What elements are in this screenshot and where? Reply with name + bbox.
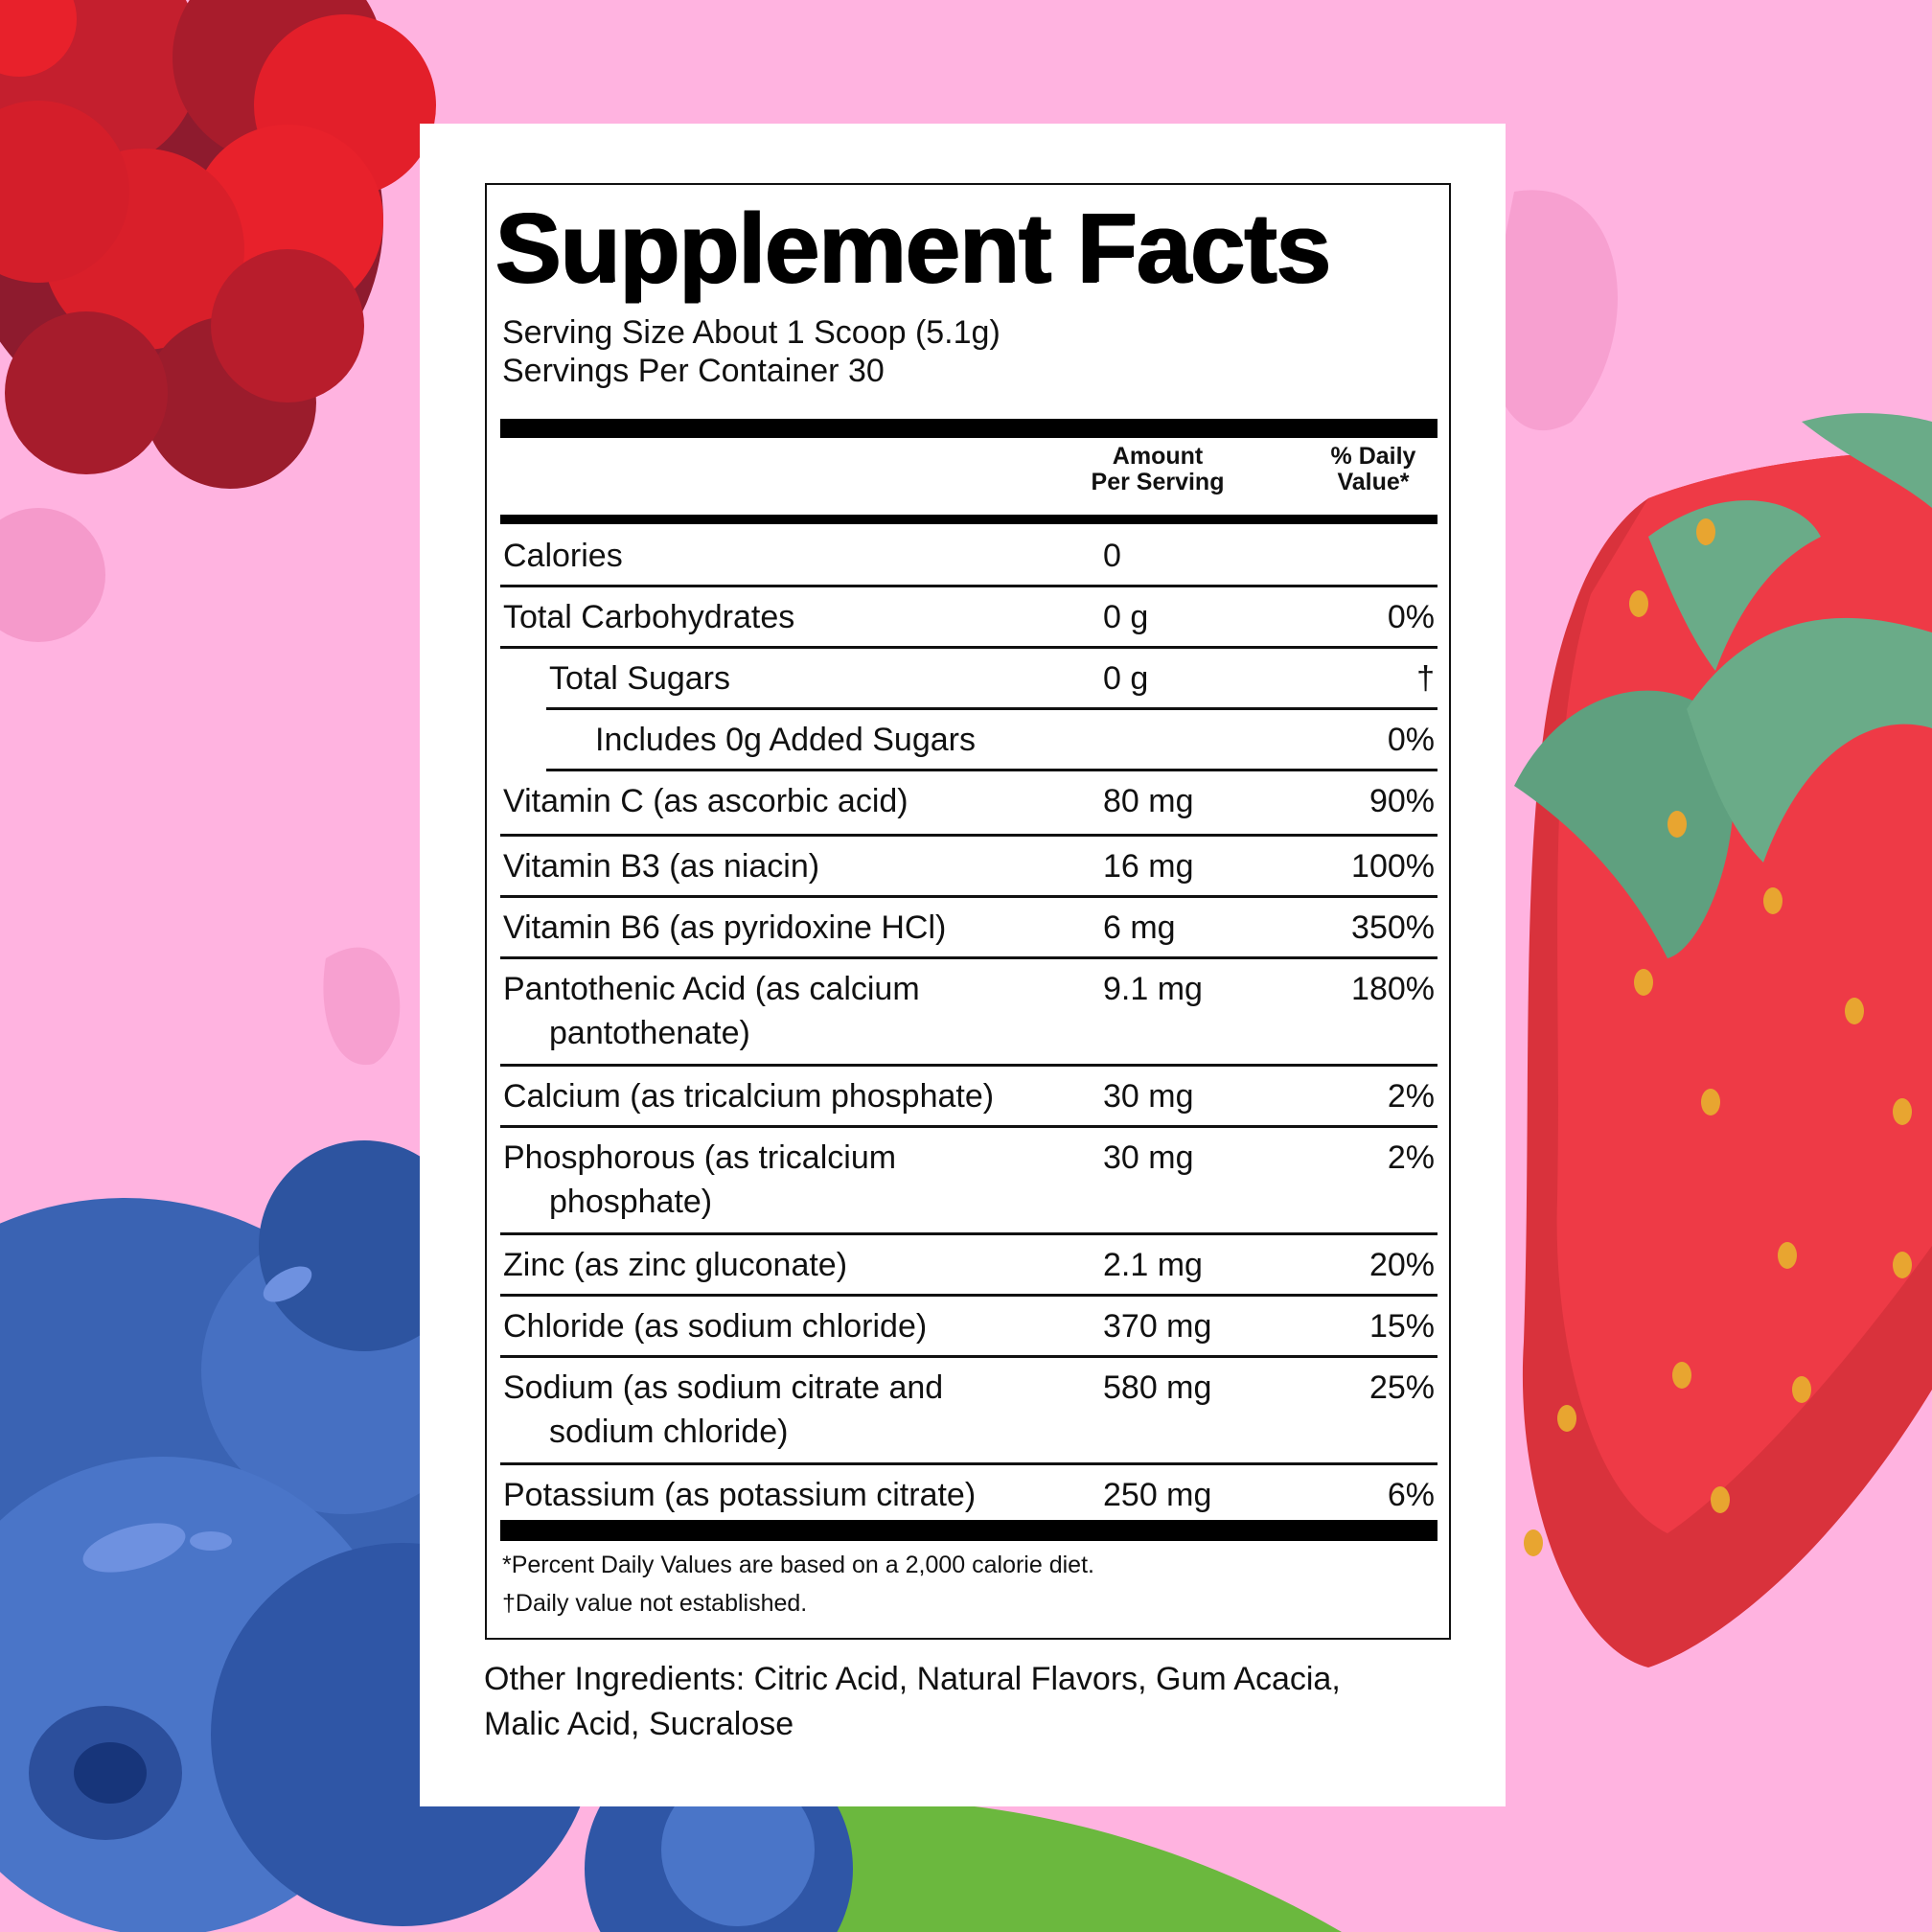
nutrient-name: Chloride (as sodium chloride) (503, 1308, 928, 1345)
nutrient-dv: † (1416, 660, 1435, 697)
nutrient-row-vitamin-c: Vitamin C (as ascorbic acid) 80 mg 90% (500, 771, 1438, 837)
nutrient-amount: 0 g (1103, 660, 1149, 697)
nutrient-amount: 250 mg (1103, 1477, 1212, 1513)
other-ingredients: Other Ingredients: Citric Acid, Natural … (484, 1661, 1341, 1742)
nutrient-dv: 90% (1368, 783, 1435, 819)
nutrient-row-total-carbohydrates: Total Carbohydrates 0 g 0% (500, 587, 1438, 649)
nutrient-dv: 0% (1387, 722, 1435, 758)
nutrient-row-calcium: Calcium (as tricalcium phosphate) 30 mg … (500, 1067, 1438, 1128)
nutrient-row-sodium: Sodium (as sodium citrate and sodium chl… (500, 1358, 1438, 1465)
nutrient-dv: 180% (1351, 971, 1435, 1007)
nutrient-name: Total Sugars (549, 660, 730, 697)
nutrient-table: Calories 0 Total Carbohydrates 0 g 0% To… (500, 526, 1438, 1523)
nutrient-row-vitamin-b3: Vitamin B3 (as niacin) 16 mg 100% (500, 837, 1438, 898)
nutrient-row-added-sugars: Includes 0g Added Sugars 0% (546, 710, 1438, 771)
nutrient-row-potassium: Potassium (as potassium citrate) 250 mg … (500, 1465, 1438, 1523)
leaf-illustration (767, 1800, 1342, 1932)
nutrient-name: Calcium (as tricalcium phosphate) (503, 1078, 995, 1115)
nutrient-amount: 0 g (1103, 599, 1149, 635)
nutrient-name: Includes 0g Added Sugars (595, 722, 976, 758)
nutrient-row-chloride: Chloride (as sodium chloride) 370 mg 15% (500, 1297, 1438, 1358)
nutrient-name: Phosphorous (as tricalcium phosphate) (503, 1139, 897, 1220)
nutrient-dv: 15% (1368, 1308, 1435, 1345)
nutrient-row-zinc: Zinc (as zinc gluconate) 2.1 mg 20% (500, 1235, 1438, 1297)
nutrient-amount: 30 mg (1103, 1078, 1194, 1115)
nutrient-amount: 16 mg (1103, 848, 1194, 885)
header-daily-value: % Daily Value* (1330, 443, 1416, 495)
thick-divider-top (500, 419, 1438, 438)
nutrient-amount: 9.1 mg (1103, 971, 1203, 1007)
nutrient-dv: 6% (1387, 1477, 1435, 1513)
panel-title: Supplement Facts (494, 193, 1330, 303)
nutrient-row-vitamin-b6: Vitamin B6 (as pyridoxine HCl) 6 mg 350% (500, 898, 1438, 959)
nutrient-name: Vitamin C (as ascorbic acid) (503, 783, 908, 819)
nutrient-name: Zinc (as zinc gluconate) (503, 1247, 848, 1283)
footnote-dagger: †Daily value not established. (502, 1590, 808, 1617)
nutrient-dv: 25% (1368, 1369, 1435, 1406)
nutrient-amount: 6 mg (1103, 909, 1176, 946)
nutrient-row-pantothenic-acid: Pantothenic Acid (as calcium pantothenat… (500, 959, 1438, 1067)
footnote-daily-values: *Percent Daily Values are based on a 2,0… (502, 1552, 1094, 1578)
nutrient-dv: 100% (1351, 848, 1435, 885)
thick-divider-header (500, 515, 1438, 524)
nutrient-amount: 0 (1103, 538, 1121, 574)
strawberry-illustration (1514, 413, 1932, 1668)
thick-divider-bottom (500, 1520, 1438, 1541)
nutrient-name: Vitamin B6 (as pyridoxine HCl) (503, 909, 947, 946)
servings-per-container: Servings Per Container 30 (502, 353, 885, 389)
nutrient-dv: 20% (1368, 1247, 1435, 1283)
nutrient-row-calories: Calories 0 (500, 526, 1438, 587)
nutrient-name: Pantothenic Acid (as calcium pantothenat… (503, 971, 920, 1051)
serving-info: Serving Size About 1 Scoop (5.1g) Servin… (502, 313, 1000, 390)
nutrient-dv: 2% (1387, 1139, 1435, 1176)
nutrient-amount: 370 mg (1103, 1308, 1212, 1345)
label-card: Supplement Facts Serving Size About 1 Sc… (420, 124, 1506, 1806)
nutrient-row-phosphorous: Phosphorous (as tricalcium phosphate) 30… (500, 1128, 1438, 1235)
faded-shape-left (323, 947, 401, 1066)
nutrient-name: Calories (503, 538, 623, 574)
nutrient-name: Total Carbohydrates (503, 599, 795, 635)
nutrient-name: Sodium (as sodium citrate and sodium chl… (503, 1369, 944, 1450)
nutrient-dv: 350% (1351, 909, 1435, 946)
nutrient-amount: 30 mg (1103, 1139, 1194, 1176)
nutrient-amount: 580 mg (1103, 1369, 1212, 1406)
nutrient-name: Potassium (as potassium citrate) (503, 1477, 977, 1513)
blueberry-illustration (0, 1140, 853, 1932)
serving-size: Serving Size About 1 Scoop (5.1g) (502, 314, 1000, 351)
supplement-facts-panel: Supplement Facts Serving Size About 1 Sc… (485, 183, 1451, 1640)
raspberry-illustration (0, 0, 436, 642)
nutrient-dv: 2% (1387, 1078, 1435, 1115)
nutrient-amount: 2.1 mg (1103, 1247, 1203, 1283)
header-amount: Amount Per Serving (1091, 443, 1225, 495)
nutrient-name: Vitamin B3 (as niacin) (503, 848, 820, 885)
nutrient-row-total-sugars: Total Sugars 0 g † (546, 649, 1438, 710)
faded-strawberry-shape (1488, 190, 1618, 431)
nutrient-dv: 0% (1387, 599, 1435, 635)
nutrient-amount: 80 mg (1103, 783, 1194, 819)
